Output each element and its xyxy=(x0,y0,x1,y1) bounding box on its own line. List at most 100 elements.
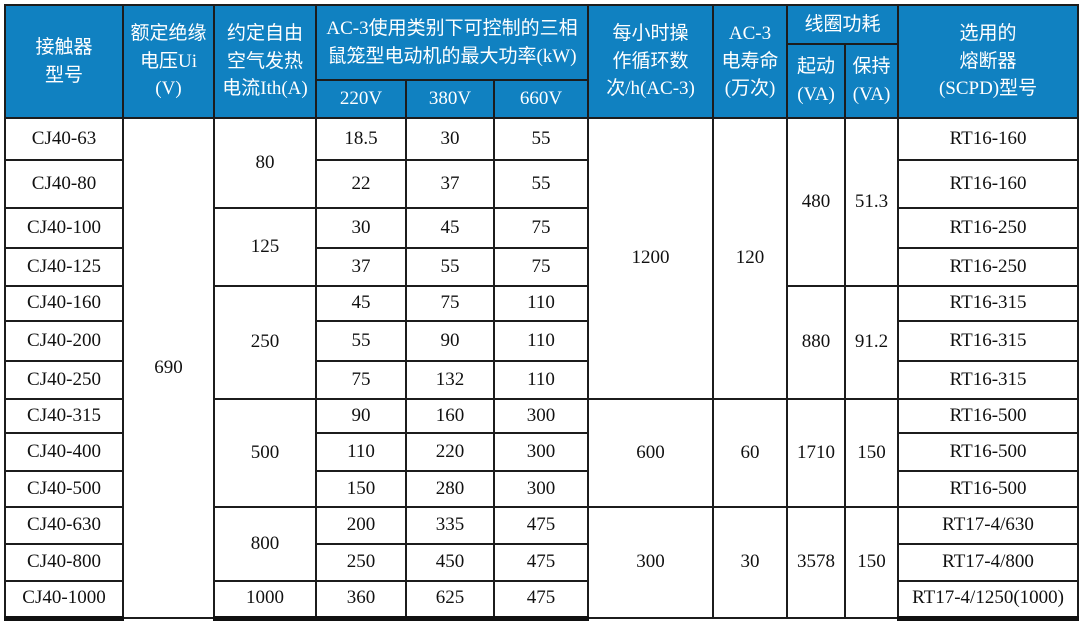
cell-fuse: RT16-500 xyxy=(897,470,1080,508)
cell-thermal-current: 500 xyxy=(213,398,317,508)
table-row: CJ40-100 125 30 45 75 RT16-250 xyxy=(4,207,1080,287)
cell-kw-220: 75 xyxy=(315,360,407,400)
cell-coil-hold: 150 xyxy=(844,398,900,508)
cell-fuse: RT16-315 xyxy=(897,285,1080,322)
cell-model: CJ40-100 xyxy=(4,207,124,249)
th-voltage-660v: 660V xyxy=(492,79,590,119)
cell-kw-220: 150 xyxy=(315,470,407,508)
cell-kw-380: 280 xyxy=(405,470,495,508)
th-thermal-current: 约定自由 空气发热 电流Ith(A) xyxy=(213,4,317,119)
cell-coil-hold: 51.3 xyxy=(844,117,900,287)
cell-fuse: RT16-500 xyxy=(897,398,1080,434)
cell-kw-380: 335 xyxy=(405,506,495,545)
cell-coil-start: 880 xyxy=(786,285,847,400)
cell-life: 30 xyxy=(712,506,789,619)
table-row: CJ40-250 75 132 110 RT16-315 xyxy=(4,360,1080,400)
cell-cycles: 300 xyxy=(587,506,715,619)
cell-coil-start: 1710 xyxy=(786,398,847,508)
cell-fuse: RT17-4/1250(1000) xyxy=(897,580,1080,621)
th-coil-start: 起动 (VA) xyxy=(786,43,847,119)
cell-model: CJ40-250 xyxy=(4,360,124,400)
th-cycles-per-hour: 每小时操 作循环数 次/h(AC-3) xyxy=(587,4,715,119)
cell-kw-660: 300 xyxy=(492,432,590,472)
cell-kw-660: 475 xyxy=(492,506,590,545)
cell-model: CJ40-800 xyxy=(4,543,124,582)
cell-kw-380: 37 xyxy=(405,159,495,209)
table-row: CJ40-80 22 37 55 RT16-160 xyxy=(4,159,1080,209)
cell-coil-hold: 91.2 xyxy=(844,285,900,400)
header-row-1: 接触器 型号 额定绝缘 电压Ui (V) 约定自由 空气发热 电流Ith(A) … xyxy=(4,4,1080,119)
table-row: CJ40-400 110 220 300 RT16-500 xyxy=(4,432,1080,472)
table-header: 接触器 型号 额定绝缘 电压Ui (V) 约定自由 空气发热 电流Ith(A) … xyxy=(4,4,1080,119)
cell-kw-220: 250 xyxy=(315,543,407,582)
cell-life: 120 xyxy=(712,117,789,400)
cell-kw-380: 625 xyxy=(405,580,495,621)
table-row: CJ40-63 690 80 18.5 30 55 1200 120 480 5… xyxy=(4,117,1080,619)
th-fuse-model: 选用的 熔断器 (SCPD)型号 xyxy=(897,4,1080,119)
table-row: CJ40-630 800 200 335 475 300 30 3578 150… xyxy=(4,506,1080,619)
table-body: CJ40-63 690 80 18.5 30 55 1200 120 480 5… xyxy=(4,117,1080,621)
cell-kw-220: 360 xyxy=(315,580,407,621)
cell-fuse: RT16-315 xyxy=(897,360,1080,400)
th-coil-consumption-group: 线圈功耗 xyxy=(786,4,900,45)
cell-model: CJ40-630 xyxy=(4,506,124,545)
cell-kw-660: 55 xyxy=(492,159,590,209)
th-max-power-group: AC-3使用类别下可控制的三相 鼠笼型电动机的最大功率(kW) xyxy=(314,4,590,81)
cell-model: CJ40-125 xyxy=(4,247,124,287)
cell-kw-660: 110 xyxy=(492,360,590,400)
table-row: CJ40-200 55 90 110 RT16-315 xyxy=(4,320,1080,362)
cell-thermal-current: 80 xyxy=(213,117,317,209)
th-coil-hold: 保持 (VA) xyxy=(844,43,900,119)
cell-fuse: RT16-250 xyxy=(897,247,1080,287)
cell-kw-220: 37 xyxy=(315,247,407,287)
cell-kw-380: 450 xyxy=(405,543,495,582)
table-row: CJ40-315 500 90 160 300 600 60 1710 150 … xyxy=(4,398,1080,508)
cell-kw-220: 55 xyxy=(315,320,407,362)
cell-kw-380: 160 xyxy=(405,398,495,434)
cell-cycles: 600 xyxy=(587,398,715,508)
cell-model: CJ40-160 xyxy=(4,285,124,322)
cell-kw-660: 300 xyxy=(492,398,590,434)
cell-model: CJ40-200 xyxy=(4,320,124,362)
cell-model: CJ40-400 xyxy=(4,432,124,472)
cell-kw-220: 45 xyxy=(315,285,407,322)
cell-kw-220: 200 xyxy=(315,506,407,545)
cell-coil-start: 3578 xyxy=(786,506,847,619)
cell-thermal-current: 125 xyxy=(213,207,317,287)
th-voltage-380v: 380V xyxy=(405,79,495,119)
cell-fuse: RT16-160 xyxy=(897,159,1080,209)
th-voltage-220v: 220V xyxy=(315,79,407,119)
cell-thermal-current: 1000 xyxy=(213,580,317,621)
header-row-2: 起动 (VA) 保持 (VA) xyxy=(5,43,1078,119)
cell-insulation-voltage: 690 xyxy=(122,117,215,619)
cell-fuse: RT16-160 xyxy=(897,117,1080,161)
cell-kw-220: 30 xyxy=(315,207,407,249)
cell-kw-380: 75 xyxy=(405,285,495,322)
cell-kw-380: 55 xyxy=(405,247,495,287)
cell-kw-220: 110 xyxy=(315,432,407,472)
th-electrical-life: AC-3 电寿命 (万次) xyxy=(712,4,789,119)
cell-model: CJ40-315 xyxy=(4,398,124,434)
th-insulation-voltage: 额定绝缘 电压Ui (V) xyxy=(122,4,215,119)
cell-coil-hold: 150 xyxy=(844,506,900,619)
cell-fuse: RT16-250 xyxy=(897,207,1080,249)
cell-thermal-current: 250 xyxy=(213,285,317,400)
table-row: CJ40-800 250 450 475 RT17-4/800 xyxy=(4,543,1080,582)
cell-kw-380: 90 xyxy=(405,320,495,362)
cell-model: CJ40-80 xyxy=(4,159,124,209)
cell-kw-380: 30 xyxy=(405,117,495,161)
cell-kw-660: 75 xyxy=(492,207,590,249)
cell-kw-220: 22 xyxy=(315,159,407,209)
cell-kw-660: 110 xyxy=(492,285,590,322)
cell-kw-660: 475 xyxy=(492,543,590,582)
table-row: CJ40-160 250 45 75 110 880 91.2 RT16-315 xyxy=(4,285,1080,400)
cell-life: 60 xyxy=(712,398,789,508)
table-row: CJ40-500 150 280 300 RT16-500 xyxy=(4,470,1080,508)
cell-kw-660: 300 xyxy=(492,470,590,508)
cell-model: CJ40-63 xyxy=(4,117,124,161)
cell-kw-380: 45 xyxy=(405,207,495,249)
cell-fuse: RT16-500 xyxy=(897,432,1080,472)
cell-kw-660: 55 xyxy=(492,117,590,161)
header-row-3: 220V 380V 660V xyxy=(5,79,1078,119)
